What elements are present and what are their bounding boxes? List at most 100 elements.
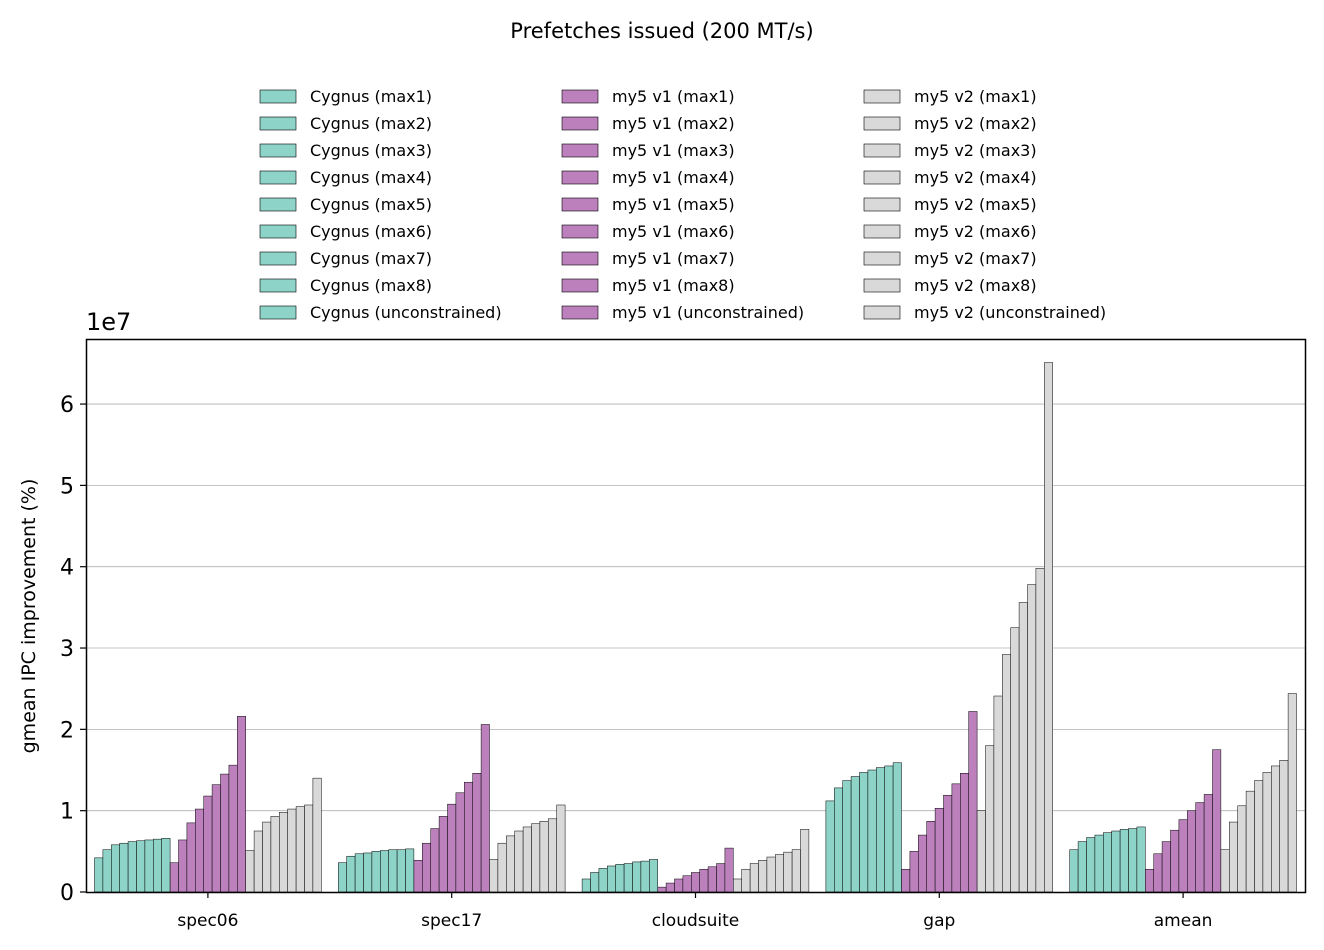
legend-swatch <box>259 251 297 266</box>
bar <box>1136 826 1146 893</box>
bar <box>1119 829 1129 893</box>
bar <box>220 773 230 893</box>
bar <box>413 860 423 893</box>
bar <box>178 839 188 893</box>
bar <box>388 849 398 893</box>
bar <box>346 855 356 893</box>
legend-label: my5 v1 (max2) <box>612 114 735 133</box>
bar <box>1018 602 1028 893</box>
x-tick-label: cloudsuite <box>652 911 740 931</box>
legend-swatch <box>561 224 599 239</box>
bar <box>783 851 793 893</box>
bar <box>1170 829 1180 893</box>
bar <box>607 865 616 893</box>
legend-label: my5 v1 (max3) <box>612 141 735 160</box>
bar <box>464 781 473 893</box>
bar <box>312 777 322 893</box>
legend-label: Cygnus (max1) <box>310 87 432 106</box>
bar <box>876 767 885 893</box>
bar <box>775 854 784 893</box>
bar <box>1077 841 1087 893</box>
bar <box>270 816 280 893</box>
legend-label: my5 v1 (max6) <box>612 222 735 241</box>
bar <box>926 820 936 893</box>
bar <box>506 835 515 893</box>
bar <box>245 850 255 893</box>
bar <box>1145 868 1154 893</box>
legend-swatch <box>561 305 599 320</box>
bar <box>623 863 633 893</box>
bar <box>1271 765 1280 893</box>
bar <box>1161 841 1171 893</box>
legend-label: my5 v1 (max4) <box>612 168 735 187</box>
legend-swatch <box>863 170 901 185</box>
legend-swatch <box>863 116 901 131</box>
bar <box>1094 834 1104 893</box>
bar <box>153 838 162 893</box>
bar <box>1254 780 1264 893</box>
bar <box>682 875 692 893</box>
bar <box>1111 830 1121 893</box>
bar <box>287 808 297 893</box>
bar <box>111 844 120 893</box>
bar <box>522 826 532 893</box>
y-tick-label: 1 <box>60 800 74 825</box>
bar <box>943 794 953 893</box>
y-tick-label: 0 <box>60 881 74 906</box>
bar <box>127 841 137 893</box>
bar <box>405 848 415 893</box>
y-axis-label: gmean IPC improvement (%) <box>18 479 40 754</box>
bar <box>674 878 684 893</box>
legend-swatch <box>863 197 901 212</box>
bar <box>1195 802 1205 893</box>
legend-label: Cygnus (unconstrained) <box>310 303 502 322</box>
bar <box>741 868 751 893</box>
x-tick-label: spec06 <box>177 911 238 931</box>
legend-label: my5 v2 (max8) <box>914 276 1037 295</box>
bar <box>791 849 801 893</box>
bar <box>262 821 272 893</box>
bar <box>455 792 465 893</box>
bar <box>951 783 961 893</box>
legend-swatch <box>561 89 599 104</box>
bar <box>1237 805 1247 893</box>
bar <box>960 773 969 893</box>
gridlines <box>86 403 1305 812</box>
bar <box>144 839 154 893</box>
legend-swatch <box>863 143 901 158</box>
x-axis-ticks: spec06 spec17 cloudsuite gap amean <box>177 892 1212 931</box>
bar <box>472 773 482 893</box>
bar <box>438 816 448 893</box>
bar <box>842 780 852 893</box>
bar <box>1128 828 1138 893</box>
bar <box>430 828 440 893</box>
legend-swatch <box>259 224 297 239</box>
bar <box>539 820 549 893</box>
bar <box>825 800 835 893</box>
bar <box>497 842 507 893</box>
y-axis-ticks: 0 1 2 3 4 5 6 <box>60 393 86 906</box>
bar <box>531 823 541 893</box>
legend-label: Cygnus (max5) <box>310 195 432 214</box>
bar <box>195 808 204 893</box>
legend-swatch <box>561 170 599 185</box>
bar <box>892 762 902 893</box>
y-tick-label: 2 <box>60 718 74 743</box>
bar <box>590 872 600 893</box>
bar <box>119 842 129 893</box>
bar <box>295 806 305 893</box>
bar <box>1287 693 1297 893</box>
bar <box>1245 790 1255 893</box>
bar <box>237 716 246 893</box>
legend-swatch <box>259 89 297 104</box>
bar <box>304 804 314 893</box>
bar <box>228 764 238 893</box>
legend-label: Cygnus (max6) <box>310 222 432 241</box>
bar <box>94 857 104 893</box>
bar <box>615 864 625 893</box>
bar <box>489 859 499 893</box>
legend: Cygnus (max1) Cygnus (max2) Cygnus (max3) C… <box>259 87 1106 322</box>
bar <box>724 847 734 893</box>
legend-label: my5 v1 (max1) <box>612 87 735 106</box>
bar <box>396 849 406 893</box>
